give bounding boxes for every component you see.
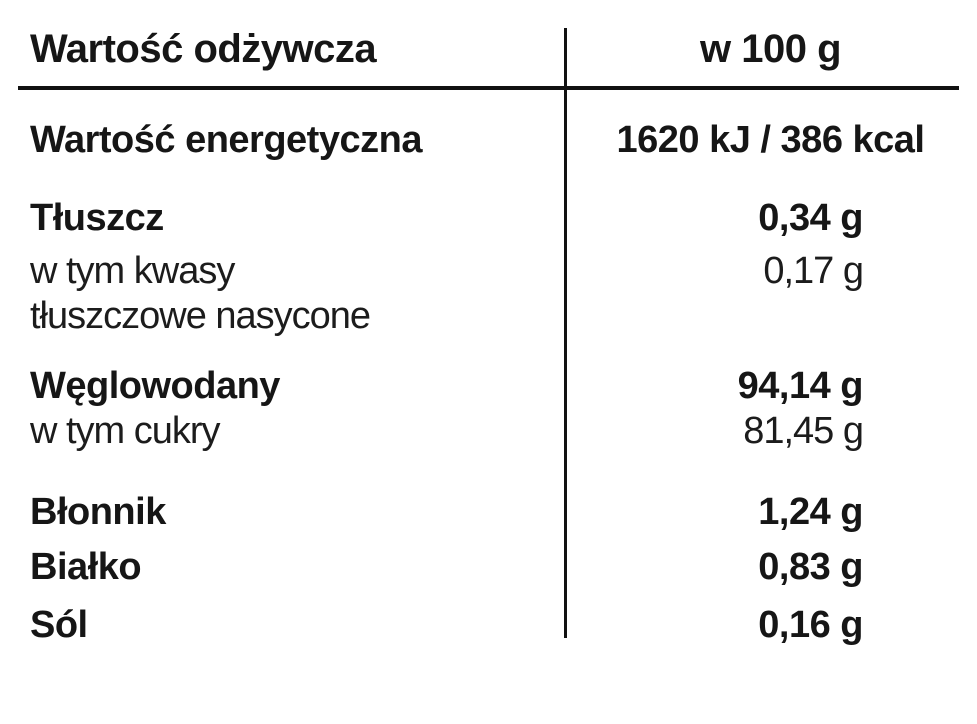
row-value: 81,45 g: [743, 410, 864, 452]
header-value: w 100 g: [699, 27, 842, 71]
row-value: 0,34 g: [758, 197, 863, 239]
row-value: 0,83 g: [758, 546, 863, 588]
header-rule: [18, 86, 959, 90]
row-label: Błonnik: [30, 491, 166, 533]
row-value: 94,14 g: [737, 365, 864, 407]
row-value: 1620 kJ / 386 kcal: [616, 119, 925, 161]
row-label: Węglowodany: [30, 365, 280, 407]
row-label: Białko: [30, 546, 142, 588]
row-label: w tym kwasy tłuszczowe nasycone: [30, 249, 371, 339]
row-value: 0,17 g: [763, 250, 864, 292]
row-label: Sól: [30, 604, 88, 646]
header-label: Wartość odżywcza: [30, 27, 377, 71]
row-label: w tym cukry: [30, 410, 221, 452]
row-label: Wartość energetyczna: [30, 119, 422, 161]
row-label-line2: tłuszczowe nasycone: [30, 295, 371, 337]
row-label: Tłuszcz: [30, 197, 164, 239]
row-label-line1: w tym kwasy: [30, 250, 235, 292]
row-value: 0,16 g: [758, 604, 863, 646]
row-value: 1,24 g: [758, 491, 863, 533]
column-divider: [564, 28, 567, 638]
